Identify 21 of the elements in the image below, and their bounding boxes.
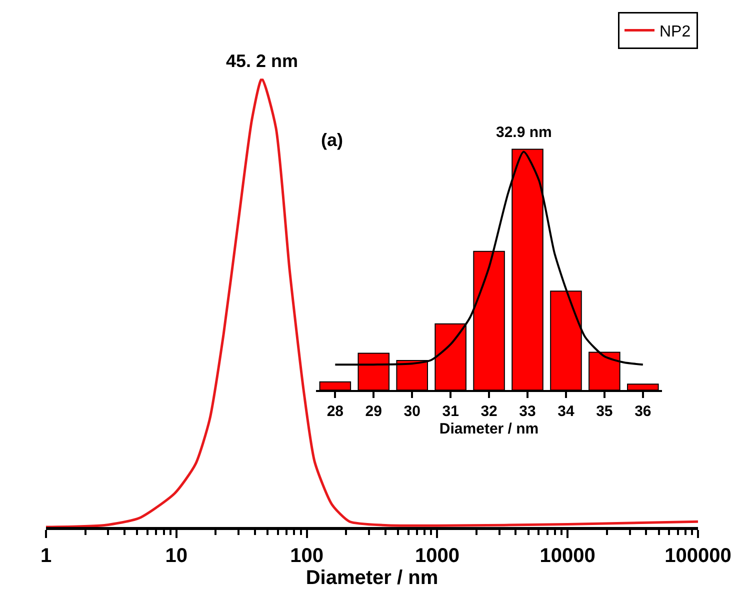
x-tick-label: 100000 [664,544,732,567]
x-tick-label: 29 [365,403,382,420]
x-tick-label: 1000 [414,544,460,567]
annotation: (a) [321,130,344,150]
x-tick-label: 1 [40,544,52,567]
x-tick-label: 30 [404,403,420,420]
x-tick-label: 34 [558,403,575,420]
annotation: 32.9 nm [496,124,552,141]
x-tick-label: 35 [596,403,613,420]
x-tick-label: 100 [290,544,324,567]
x-tick-label: 28 [326,403,344,420]
x-tick-label: 33 [519,403,536,420]
x-tick-label: 32 [480,403,498,420]
x-axis-title: Diameter / nm [439,420,539,438]
x-tick-label: 10 [165,544,188,567]
x-tick-label: 31 [442,403,459,420]
x-tick-label: 10000 [540,544,596,567]
x-axis-title: Diameter / nm [306,566,438,589]
annotation: 45. 2 nm [226,51,298,71]
legend-label: NP2 [660,23,691,40]
x-tick-label: 36 [634,403,652,420]
